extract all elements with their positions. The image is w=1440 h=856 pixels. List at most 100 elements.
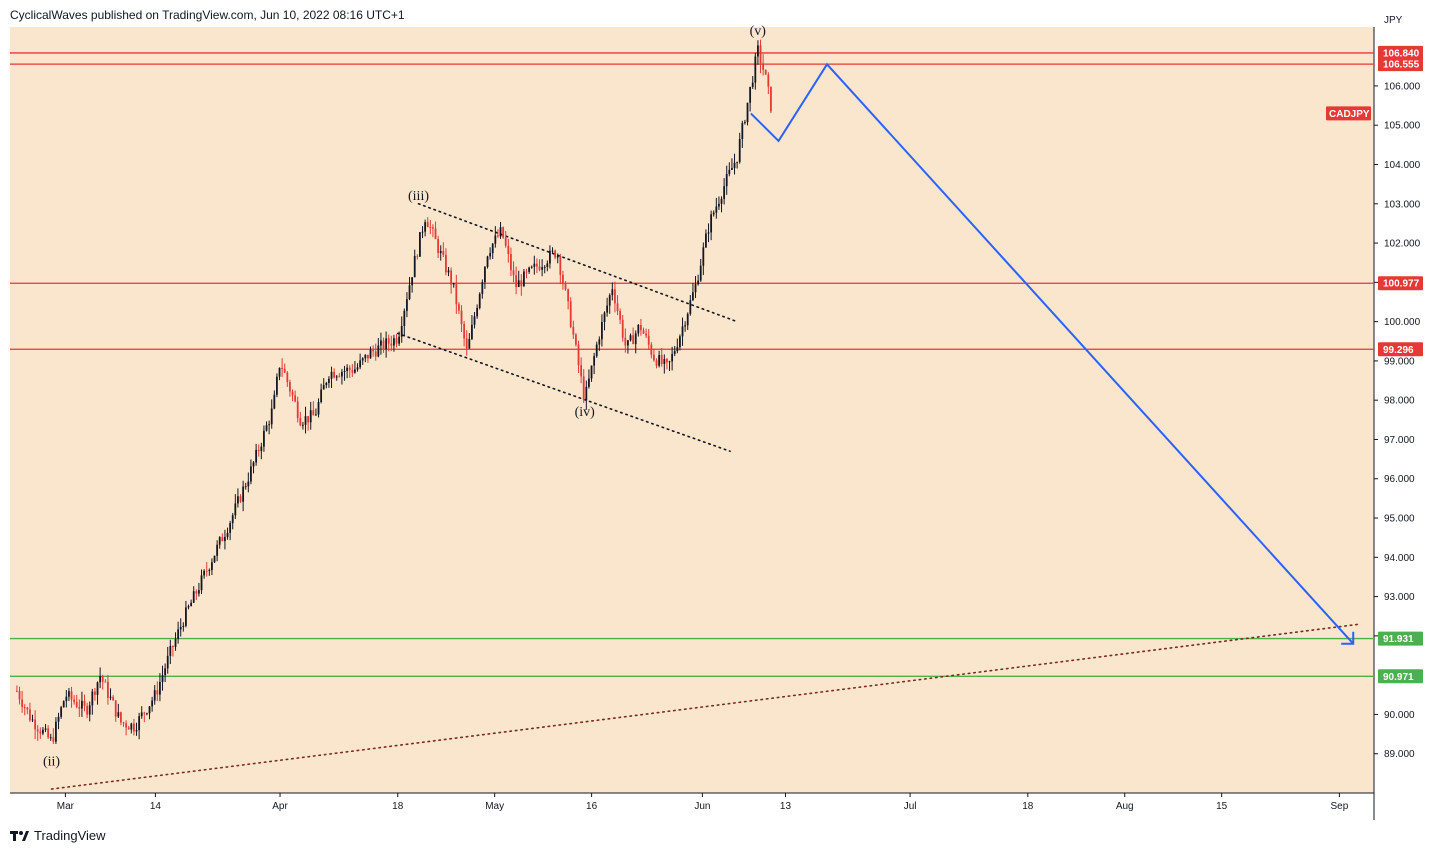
candle-body: [244, 486, 247, 488]
candle-body: [393, 338, 395, 346]
candle-body: [315, 414, 317, 416]
candle-body: [172, 646, 174, 647]
candle-body: [252, 462, 255, 467]
candle-body: [343, 370, 346, 372]
candle-body: [712, 212, 715, 215]
candle-body: [653, 354, 655, 361]
candle-body: [564, 283, 567, 290]
candle-body: [559, 256, 562, 275]
candle-body: [686, 313, 689, 326]
candle-body: [481, 282, 484, 294]
candle-body: [533, 263, 536, 267]
price-tick-label: 94.000: [1384, 553, 1415, 564]
candle-body: [595, 344, 598, 357]
candle-body: [242, 486, 245, 502]
candle-body: [679, 336, 681, 348]
price-tag: 100.977: [1378, 276, 1423, 291]
candle-body: [398, 336, 401, 344]
candle-body: [75, 702, 78, 707]
candle-body: [195, 591, 198, 594]
candle-body: [307, 416, 310, 423]
candle-body: [200, 575, 203, 591]
candle-body: [450, 270, 453, 285]
candle-body: [239, 496, 242, 502]
candle-body: [707, 232, 710, 234]
symbol-tag-label: CADJPY: [1329, 109, 1370, 120]
candle-body: [161, 675, 164, 682]
candle-body: [380, 340, 382, 346]
candle-body: [156, 690, 159, 695]
candle-body: [52, 737, 55, 742]
candle-body: [112, 696, 115, 701]
candle-body: [744, 122, 746, 124]
trend-line: [50, 623, 1361, 790]
candle-body: [406, 299, 408, 311]
candle-body: [663, 359, 666, 364]
time-tick-label: 18: [1022, 801, 1034, 812]
candle-body: [247, 481, 250, 487]
candle-body: [169, 646, 172, 656]
candle-body: [572, 326, 575, 335]
candle-body: [104, 681, 107, 683]
price-tag-label: 99.296: [1383, 345, 1414, 356]
candle-body: [702, 247, 705, 266]
price-tick-label: 102.000: [1384, 239, 1421, 250]
candle-body: [520, 280, 523, 287]
candle-body: [593, 356, 596, 366]
candle-body: [699, 265, 702, 281]
candle-body: [294, 395, 297, 402]
time-tick-label: Mar: [57, 801, 75, 812]
price-tag: 106.555: [1378, 57, 1423, 72]
candle-body: [476, 307, 479, 317]
publisher-line: CyclicalWaves published on TradingView.c…: [10, 8, 405, 22]
candle-body: [419, 232, 421, 257]
wave-label: (v): [750, 24, 767, 39]
candle-body: [507, 245, 510, 255]
candle-body: [741, 123, 744, 140]
candle-body: [302, 424, 304, 426]
candle-body: [70, 691, 73, 700]
candle-body: [390, 343, 393, 346]
candle-body: [400, 326, 403, 337]
candle-body: [497, 235, 499, 237]
plot-background: [10, 27, 1374, 793]
candle-body: [34, 719, 37, 730]
projection-path: [750, 62, 1355, 645]
time-axis[interactable]: Mar 14 Apr 18 May 16 Jun 13 Jul 18 Aug 15 Sep: [57, 793, 1349, 812]
candle-body: [556, 256, 559, 258]
price-axis[interactable]: JPY89.00090.00092.00093.00094.00095.0009…: [1374, 15, 1421, 760]
candle-body: [725, 173, 728, 187]
candle-body: [205, 570, 208, 572]
candle-body: [764, 69, 767, 75]
candle-body: [101, 676, 104, 682]
candle-body: [117, 712, 120, 717]
candle-body: [762, 63, 765, 70]
candle-body: [751, 82, 754, 87]
candle-body: [31, 719, 34, 721]
candle-body: [504, 237, 507, 246]
candle-body: [346, 367, 349, 371]
candle-body: [364, 354, 367, 359]
candle-body: [658, 355, 661, 366]
candle-body: [569, 301, 572, 327]
candle-body: [629, 335, 632, 341]
candle-body: [231, 515, 234, 524]
candle-body: [221, 537, 224, 542]
price-tick-label: 97.000: [1384, 435, 1415, 446]
price-tag-box: [1378, 669, 1423, 684]
candle-body: [387, 338, 390, 344]
candle-body: [439, 251, 442, 254]
candle-body: [429, 227, 432, 228]
candle-body: [416, 256, 419, 257]
candle-body: [229, 523, 232, 533]
time-tick-label: Apr: [272, 801, 288, 812]
candle-body: [148, 706, 151, 714]
candle-body: [754, 56, 757, 83]
candle-body: [81, 700, 83, 709]
candle-body: [632, 335, 635, 345]
candle-body: [296, 401, 299, 418]
footer-brand[interactable]: TradingView: [10, 828, 106, 843]
candle-body: [224, 536, 226, 542]
projection-arrowhead: [1341, 631, 1355, 645]
